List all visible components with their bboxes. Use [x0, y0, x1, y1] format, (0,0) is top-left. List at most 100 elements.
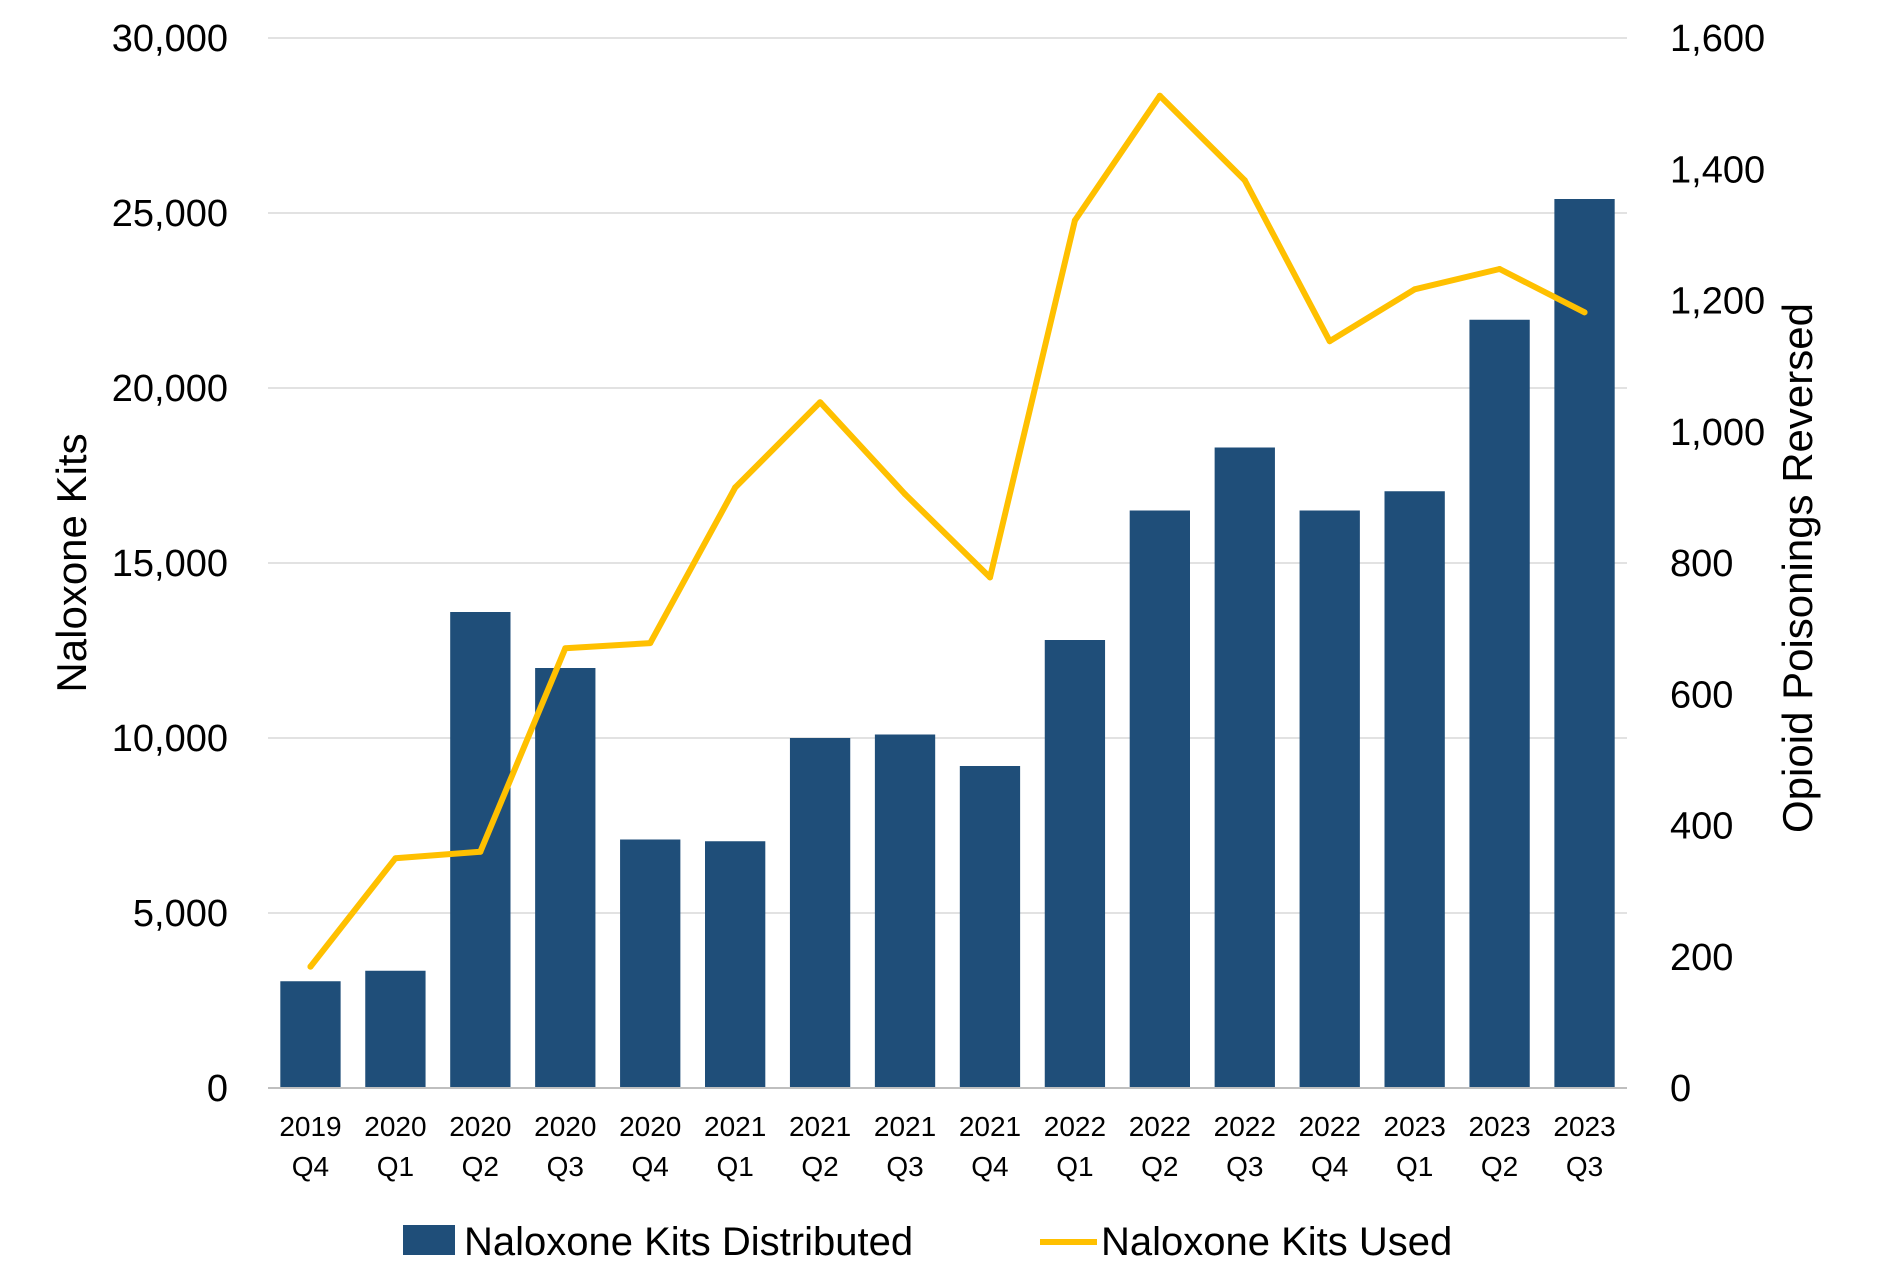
y-tick-right-label: 400	[1670, 806, 1733, 848]
y-tick-left-label: 15,000	[112, 543, 228, 585]
y-tick-left-label: 0	[207, 1068, 228, 1110]
x-tick-year: 2020	[364, 1111, 426, 1142]
x-tick-label: 2020 Q3	[534, 1111, 596, 1182]
x-tick-quarter: Q3	[886, 1151, 923, 1182]
line-point	[902, 491, 909, 498]
x-tick-quarter: Q3	[1226, 1151, 1263, 1182]
y-tick-right-label: 800	[1670, 543, 1733, 585]
x-tick-year: 2022	[1299, 1111, 1361, 1142]
bar	[1044, 640, 1106, 1088]
y-axis-left-title: Naloxone Kits	[48, 433, 95, 692]
x-tick-label: 2020 Q2	[449, 1111, 511, 1182]
x-tick-label: 2021 Q1	[704, 1111, 766, 1182]
line-point	[986, 574, 993, 581]
x-tick-label: 2020 Q1	[364, 1111, 426, 1182]
x-tick-quarter: Q3	[547, 1151, 584, 1182]
legend: Naloxone Kits Distributed Naloxone Kits …	[403, 1220, 1452, 1264]
y-tick-left-label: 10,000	[112, 718, 228, 760]
x-tick-year: 2023	[1468, 1111, 1530, 1142]
bar	[1554, 199, 1615, 1088]
x-tick-quarter: Q4	[292, 1151, 329, 1182]
y-tick-right-label: 1,400	[1670, 149, 1765, 191]
x-tick-quarter: Q4	[632, 1151, 669, 1182]
y-tick-left-label: 25,000	[112, 193, 228, 235]
x-tick-label: 2021 Q4	[959, 1111, 1021, 1182]
x-tick-year: 2022	[1129, 1111, 1191, 1142]
y-tick-right-label: 600	[1670, 674, 1733, 716]
x-tick-label: 2019 Q4	[279, 1111, 341, 1182]
line-point	[392, 855, 399, 862]
x-tick-quarter: Q1	[716, 1151, 753, 1182]
x-tick-label: 2022 Q2	[1129, 1111, 1191, 1182]
x-tick-quarter: Q4	[971, 1151, 1008, 1182]
bar	[789, 738, 851, 1088]
x-tick-year: 2021	[959, 1111, 1021, 1142]
x-tick-year: 2023	[1553, 1111, 1615, 1142]
bar	[1214, 447, 1275, 1088]
x-tick-year: 2022	[1214, 1111, 1276, 1142]
bar	[1469, 319, 1530, 1088]
y-tick-right-label: 0	[1670, 1068, 1691, 1110]
x-tick-year: 2021	[704, 1111, 766, 1142]
axes: 0 5,000 10,000 15,000 20,000 25,000 30,000 0 200…	[112, 18, 1765, 1182]
line-point	[1071, 217, 1078, 224]
x-tick-quarter: Q2	[462, 1151, 499, 1182]
x-tick-label: 2023 Q3	[1553, 1111, 1615, 1182]
y-tick-right-label: 1,000	[1670, 412, 1765, 454]
bar-series	[280, 199, 1615, 1088]
x-tick-quarter: Q2	[801, 1151, 838, 1182]
line-series	[307, 92, 1588, 970]
bar	[959, 766, 1021, 1088]
x-tick-label: 2023 Q1	[1384, 1111, 1446, 1182]
x-tick-quarter: Q1	[377, 1151, 414, 1182]
y-tick-left-label: 5,000	[133, 893, 228, 935]
x-tick-year: 2020	[534, 1111, 596, 1142]
line-point	[1241, 177, 1248, 184]
x-tick-year: 2019	[279, 1111, 341, 1142]
line-point	[1411, 286, 1418, 293]
x-tick-year: 2020	[619, 1111, 681, 1142]
x-tick-label: 2022 Q4	[1299, 1111, 1361, 1182]
x-tick-year: 2021	[874, 1111, 936, 1142]
bar	[1129, 510, 1190, 1088]
bar	[620, 839, 681, 1088]
x-tick-label: 2020 Q4	[619, 1111, 681, 1182]
x-tick-quarter: Q2	[1141, 1151, 1178, 1182]
y-tick-right-label: 1,200	[1670, 281, 1765, 323]
line-point	[562, 645, 569, 652]
x-tick-quarter: Q3	[1566, 1151, 1603, 1182]
legend-label-kits-distributed: Naloxone Kits Distributed	[464, 1220, 913, 1264]
line-kits-used	[307, 92, 1588, 970]
x-tick-year: 2021	[789, 1111, 851, 1142]
bar	[874, 734, 936, 1088]
bar	[535, 668, 596, 1088]
x-tick-quarter: Q2	[1481, 1151, 1518, 1182]
x-tick-year: 2020	[449, 1111, 511, 1142]
y-tick-right-label: 1,600	[1670, 18, 1765, 60]
legend-swatch-kits-distributed	[403, 1225, 455, 1255]
line-point	[817, 399, 824, 406]
bar	[365, 970, 426, 1088]
bar	[705, 841, 766, 1088]
line-point	[1581, 309, 1588, 316]
y-axis-right-title: Opioid Poisonings Reversed	[1774, 303, 1821, 833]
line-point	[732, 484, 739, 491]
x-tick-label: 2021 Q2	[789, 1111, 851, 1182]
line-point	[307, 963, 314, 970]
x-tick-quarter: Q4	[1311, 1151, 1348, 1182]
legend-label-kits-used: Naloxone Kits Used	[1101, 1220, 1452, 1264]
x-tick-label: 2021 Q3	[874, 1111, 936, 1182]
x-tick-label: 2022 Q3	[1214, 1111, 1276, 1182]
bar	[280, 981, 341, 1088]
line-point	[1496, 266, 1503, 272]
y-tick-left-label: 30,000	[112, 18, 228, 60]
x-tick-year: 2022	[1044, 1111, 1106, 1142]
line-point	[1326, 338, 1333, 345]
x-tick-quarter: Q1	[1396, 1151, 1433, 1182]
y-tick-left-label: 20,000	[112, 368, 228, 410]
x-tick-label: 2022 Q1	[1044, 1111, 1106, 1182]
x-tick-label: 2023 Q2	[1468, 1111, 1530, 1182]
y-tick-right-label: 200	[1670, 937, 1733, 979]
